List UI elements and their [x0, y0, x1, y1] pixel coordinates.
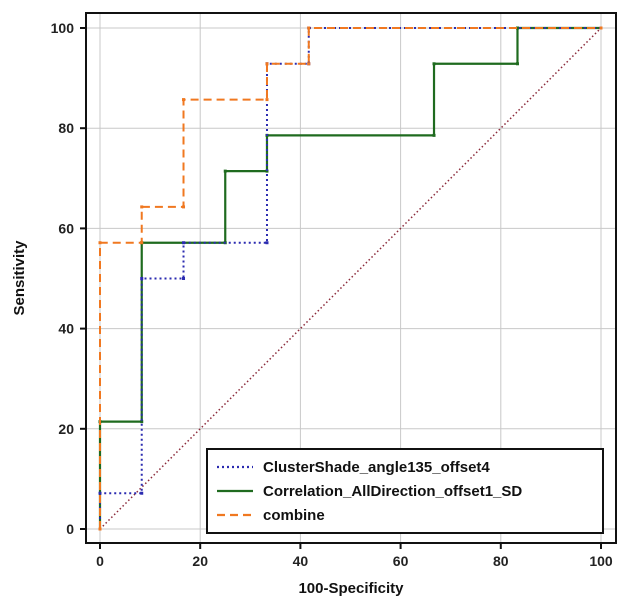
series-point: [515, 62, 519, 66]
legend-box: [206, 448, 604, 534]
series-point: [182, 241, 186, 245]
y-axis-label: Sensitivity: [11, 240, 28, 316]
series-point: [182, 277, 186, 280]
legend-label: ClusterShade_angle135_offset4: [263, 459, 490, 476]
series-point: [140, 241, 144, 245]
series-point: [182, 205, 186, 209]
grid: [86, 13, 616, 543]
series-line-0: [99, 27, 601, 529]
x-tick-label: 20: [192, 553, 208, 569]
series-point: [140, 277, 144, 280]
series-point: [140, 205, 144, 209]
series-point: [140, 420, 144, 424]
x-axis-label: 100-Specificity: [298, 580, 404, 597]
y-tick-label: 80: [58, 120, 74, 136]
series-point: [98, 491, 102, 495]
y-tick-label: 20: [58, 421, 74, 437]
series-point: [432, 133, 436, 137]
plot-frame: [85, 12, 617, 544]
series-point: [98, 527, 102, 531]
series-point: [599, 26, 603, 30]
x-tick-label: 0: [96, 553, 104, 569]
series-point: [265, 62, 269, 66]
x-tick-label: 60: [393, 553, 409, 569]
legend-label: combine: [263, 507, 325, 524]
series-point: [265, 169, 269, 173]
series-point: [515, 26, 519, 30]
series-point: [432, 62, 436, 66]
series-point: [307, 62, 311, 66]
y-tick-label: 40: [58, 321, 74, 337]
series-point: [223, 169, 227, 173]
series-point: [265, 98, 269, 102]
x-tick-label: 40: [293, 553, 309, 569]
y-tick-label: 100: [51, 20, 75, 36]
y-tick-label: 0: [66, 521, 74, 537]
series-point: [265, 241, 269, 245]
series-point: [140, 491, 144, 495]
legend: ClusterShade_angle135_offset4 Correlation…: [206, 448, 604, 534]
x-tick-label: 80: [493, 553, 509, 569]
series-point: [182, 98, 186, 102]
series-point: [307, 26, 311, 30]
series-point: [98, 241, 102, 245]
x-tick-label: 100: [589, 553, 613, 569]
axis-ticks: 0 20 40 60 80 100 0 20 40 60 80 100: [51, 20, 613, 569]
legend-label: Correlation_AllDirection_offset1_SD: [263, 483, 522, 500]
series-group: [98, 26, 603, 531]
y-tick-label: 60: [58, 220, 74, 236]
